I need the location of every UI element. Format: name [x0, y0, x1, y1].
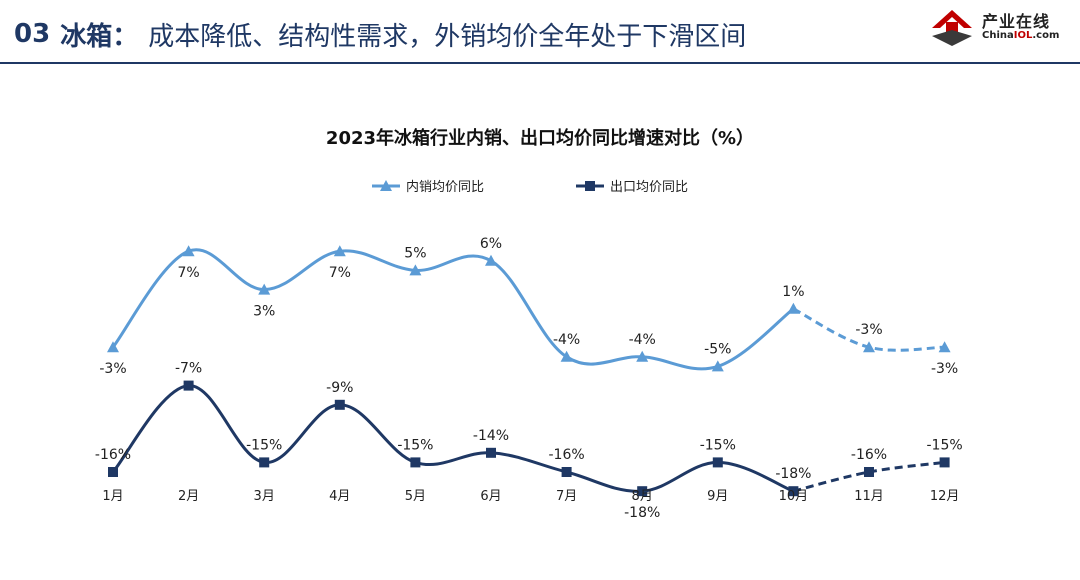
series-1: -16% -7% -15% -9% -15% -14% -16% -18% -15% -18% -1…: [95, 361, 963, 522]
data-point: [409, 264, 422, 276]
chart-legend: 内销均价同比 出口均价同比: [372, 179, 688, 195]
data-point: [485, 254, 497, 266]
slide-title: 03 冰箱： 成本降低、结构性需求，外销均价全年处于下滑区间: [14, 14, 746, 54]
data-label: -14%: [473, 428, 509, 444]
data-label: 5%: [404, 245, 426, 261]
data-label: -18%: [775, 466, 811, 482]
data-label: -3%: [855, 322, 882, 338]
data-point: [788, 486, 799, 497]
legend-marker-triangle: [380, 180, 392, 191]
data-label: 7%: [329, 265, 351, 281]
data-point: [712, 457, 723, 468]
chart-title: 2023年冰箱行业内销、出口均价同比增速对比（%）: [326, 127, 754, 149]
x-tick-label: 11月: [854, 489, 884, 504]
data-point: [259, 457, 270, 468]
data-label: 6%: [480, 236, 502, 252]
data-point: [561, 467, 572, 477]
data-point: [711, 360, 724, 372]
legend-label: 内销均价同比: [406, 179, 484, 195]
data-point: [560, 350, 573, 362]
data-point: [486, 447, 496, 458]
data-point: [108, 467, 118, 477]
x-tick-label: 4月: [329, 489, 350, 504]
chart-series: -3% 7% 3% 7% 5% 6% -4% -4% -5% 1% -3% -3% -16% -7% -15…: [95, 236, 963, 521]
chinaiol-logo: 产业在线 ChinaIOL.com: [928, 6, 1074, 50]
data-point: [637, 486, 648, 497]
data-label: -15%: [927, 437, 963, 453]
series-line: [111, 384, 794, 493]
data-point: [864, 467, 874, 477]
data-point: [107, 341, 119, 353]
data-label: -15%: [397, 437, 433, 453]
x-tick-label: 10月: [779, 489, 809, 504]
series-line: [111, 248, 795, 371]
slide-subtitle: 成本降低、结构性需求，外销均价全年处于下滑区间: [148, 21, 747, 52]
data-label: -16%: [851, 447, 887, 463]
x-tick-label: 6月: [480, 489, 501, 504]
x-tick-label: 1月: [102, 489, 123, 504]
x-axis: 1月 2月 3月 4月 5月 6月 7月 8月 9月 10月 11月 12月: [102, 489, 959, 504]
x-tick-label: 8月: [632, 489, 653, 504]
x-tick-label: 2月: [178, 489, 199, 504]
series-0: -3% 7% 3% 7% 5% 6% -4% -4% -5% 1% -3% -3%: [99, 236, 958, 377]
logo-emblem-icon: [932, 10, 972, 46]
data-label: -5%: [704, 341, 731, 357]
data-point: [183, 380, 194, 391]
x-tick-label: 9月: [707, 489, 728, 504]
data-label: -3%: [931, 361, 958, 377]
data-label: -9%: [326, 380, 353, 396]
data-label: 3%: [253, 304, 275, 320]
data-point: [636, 350, 649, 362]
data-label: -18%: [624, 505, 660, 521]
logo-site-text: ChinaIOL.com: [982, 30, 1060, 41]
data-point: [939, 457, 950, 468]
x-tick-label: 3月: [254, 489, 275, 504]
data-label: 7%: [177, 265, 199, 281]
x-tick-label: 5月: [405, 489, 426, 504]
data-label: -16%: [95, 447, 131, 463]
data-point: [258, 283, 271, 295]
x-tick-label: 7月: [556, 489, 577, 504]
data-label: -7%: [175, 361, 202, 377]
data-point: [410, 457, 421, 468]
data-label: -16%: [549, 447, 585, 463]
data-point: [182, 245, 195, 257]
data-label: 1%: [782, 284, 804, 300]
title-divider: [0, 62, 1080, 64]
data-label: -15%: [246, 437, 282, 453]
data-label: -4%: [629, 332, 656, 348]
slide-heading: 冰箱：: [60, 21, 139, 52]
data-point: [863, 341, 875, 353]
logo-brand-text: 产业在线: [982, 12, 1051, 31]
data-label: -15%: [700, 437, 736, 453]
data-point: [334, 399, 345, 410]
data-point: [787, 302, 800, 314]
data-point: [938, 341, 951, 353]
slide-number: 03: [14, 19, 51, 49]
data-point: [333, 245, 346, 257]
data-label: -3%: [99, 361, 126, 377]
data-label: -4%: [553, 332, 580, 348]
x-tick-label: 12月: [930, 489, 960, 504]
legend-label: 出口均价同比: [610, 180, 688, 195]
legend-marker-square: [585, 181, 595, 191]
